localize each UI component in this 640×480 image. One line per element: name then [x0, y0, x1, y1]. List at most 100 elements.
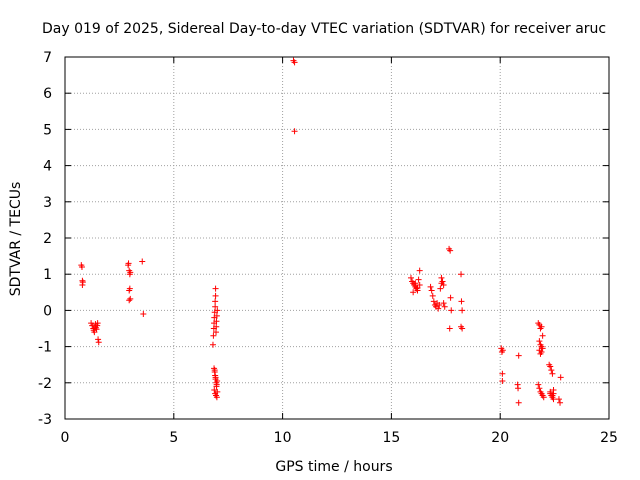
data-point: [549, 370, 556, 377]
data-point: [429, 292, 436, 299]
data-point: [214, 388, 221, 395]
y-tick-label: 0: [43, 303, 52, 319]
data-point: [555, 396, 562, 403]
data-point: [515, 352, 522, 359]
data-point: [538, 323, 545, 330]
data-point: [437, 285, 444, 292]
data-point: [448, 307, 455, 314]
data-point: [459, 325, 466, 332]
x-tick-label: 10: [274, 430, 292, 446]
y-tick-label: 2: [43, 231, 52, 247]
data-point: [125, 260, 132, 267]
data-point: [447, 294, 454, 301]
x-tick-label: 15: [382, 430, 400, 446]
data-point: [291, 59, 298, 66]
data-point: [213, 318, 220, 325]
data-point: [79, 282, 86, 289]
data-point: [212, 298, 219, 305]
data-point: [209, 341, 216, 348]
data-point: [458, 298, 465, 305]
data-point: [412, 280, 419, 287]
data-point: [550, 396, 557, 403]
chart-title: Day 019 of 2025, Sidereal Day-to-day VTE…: [42, 21, 606, 37]
data-points: [78, 57, 564, 406]
data-point: [211, 367, 218, 374]
data-point: [78, 263, 85, 270]
data-point: [459, 307, 466, 314]
data-point: [499, 370, 506, 377]
data-point: [139, 258, 146, 265]
data-point: [536, 338, 543, 345]
data-point: [447, 247, 454, 254]
data-point: [89, 322, 96, 329]
y-tick-label: -2: [38, 376, 52, 392]
data-point: [95, 336, 102, 343]
data-point: [441, 303, 448, 310]
data-point: [547, 388, 554, 395]
data-point: [213, 383, 220, 390]
data-point: [430, 298, 437, 305]
data-point: [436, 301, 443, 308]
data-point: [458, 271, 465, 278]
data-point: [557, 399, 564, 406]
data-point: [213, 323, 220, 330]
data-point: [127, 269, 134, 276]
data-point: [211, 387, 218, 394]
data-point: [95, 339, 102, 346]
data-point: [539, 345, 546, 352]
data-point: [428, 287, 435, 294]
data-point: [416, 267, 423, 274]
x-tick-label: 25: [600, 430, 618, 446]
data-point: [499, 377, 506, 384]
data-point: [212, 374, 219, 381]
data-point: [88, 320, 95, 327]
y-tick-labels: -3 -2 -1 0 1 2 3 4 5 6 7: [38, 50, 52, 428]
data-point: [212, 303, 219, 310]
y-tick-label: -3: [38, 412, 52, 428]
y-axis-label: SDTVAR / TECUs: [8, 182, 24, 297]
y-tick-label: 4: [43, 159, 52, 175]
y-tick-label: 6: [43, 86, 52, 102]
data-point: [212, 285, 219, 292]
data-point: [499, 347, 506, 354]
y-tick-label: 7: [43, 50, 52, 66]
data-point: [214, 307, 221, 314]
data-point: [93, 326, 100, 333]
y-tick-label: 1: [43, 267, 52, 283]
data-point: [547, 363, 554, 370]
x-tick-label: 0: [61, 430, 70, 446]
data-point: [435, 305, 442, 312]
data-point: [213, 312, 220, 319]
axis-ticks: [64, 56, 610, 420]
data-point: [126, 285, 133, 292]
data-point: [415, 276, 422, 283]
data-point: [291, 128, 298, 135]
grid-lines: [65, 57, 609, 419]
x-tick-label: 20: [491, 430, 509, 446]
data-point: [427, 283, 434, 290]
data-point: [438, 280, 445, 287]
data-point: [214, 377, 221, 384]
data-point: [515, 385, 522, 392]
y-tick-label: 3: [43, 195, 52, 211]
x-axis-label: GPS time / hours: [275, 459, 392, 475]
data-point: [416, 282, 423, 289]
data-point: [550, 390, 557, 397]
data-point: [557, 374, 564, 381]
data-point: [94, 320, 101, 327]
data-point: [446, 325, 453, 332]
data-point: [515, 399, 522, 406]
plot-frame: [64, 56, 610, 420]
data-point: [540, 394, 547, 401]
x-tick-label: 5: [169, 430, 178, 446]
y-tick-label: -1: [38, 340, 52, 356]
data-point: [438, 274, 445, 281]
data-point: [548, 367, 555, 374]
data-point: [407, 274, 414, 281]
data-point: [538, 349, 545, 356]
data-point: [410, 289, 417, 296]
data-point: [140, 311, 147, 318]
data-point: [126, 297, 133, 304]
